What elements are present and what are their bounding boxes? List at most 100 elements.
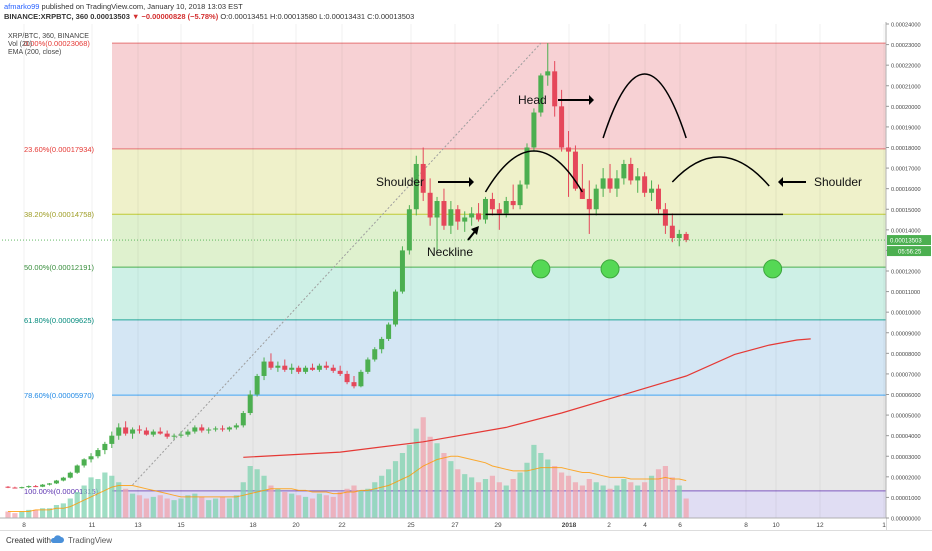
fib-level-label: 100.00%(0.00001315) — [24, 487, 99, 496]
volume-bar — [123, 488, 129, 518]
time-tick-label: 12 — [816, 522, 824, 529]
volume-bar — [53, 505, 60, 518]
fib-zone — [112, 267, 886, 320]
volume-bar — [171, 500, 177, 518]
volume-bar — [552, 466, 558, 518]
candle-body — [476, 213, 482, 220]
volume-bar — [600, 485, 606, 518]
candle-body — [489, 198, 495, 210]
candle-body — [448, 209, 454, 226]
volume-bar — [496, 482, 502, 518]
volume-bar — [386, 469, 392, 518]
volume-bar — [296, 495, 302, 518]
ema-line — [243, 338, 811, 458]
publish-line: afmarko99 published on TradingView.com, … — [4, 2, 243, 12]
volume-bar — [157, 495, 163, 518]
price-tick-label: 0.00010000 — [891, 311, 921, 317]
candle-body — [510, 201, 516, 206]
candle-body — [123, 427, 129, 434]
countdown-tag — [887, 246, 931, 257]
candle-body — [503, 201, 509, 214]
volume-bar — [330, 496, 336, 518]
volume-bar — [669, 477, 675, 518]
candle-body — [337, 370, 343, 374]
last-price-tag — [887, 235, 931, 246]
price-tick-label: 0.00002000 — [891, 475, 921, 481]
candle-body — [296, 367, 302, 372]
candle-body — [233, 425, 239, 428]
price-tick-label: 0.00000000 — [891, 517, 921, 523]
candle-body — [116, 427, 122, 436]
volume-bar — [628, 482, 634, 518]
fib-zone — [112, 319, 886, 396]
candle-body — [81, 459, 87, 466]
volume-bar — [531, 444, 537, 518]
volume-bar — [5, 511, 11, 518]
volume-bar — [372, 482, 378, 518]
volume-bar — [164, 498, 170, 518]
volume-bar — [572, 482, 579, 518]
time-tick-label: 10 — [772, 522, 780, 529]
neckline-label: Neckline — [427, 245, 473, 259]
candle-body — [206, 429, 212, 431]
time-axis-bg — [0, 518, 886, 530]
time-tick-label: 8 — [744, 522, 748, 529]
time-tick-label: 20 — [292, 522, 300, 529]
volume-bar — [607, 488, 613, 518]
price-tick-label: 0.00012000 — [891, 270, 921, 276]
volume-bar — [358, 490, 364, 518]
candle-body — [434, 201, 440, 218]
legend-ema: EMA (200, close) — [8, 49, 61, 56]
candle-body — [261, 361, 267, 376]
volume-bar — [482, 479, 489, 518]
author-link[interactable]: afmarko99 — [4, 2, 40, 11]
time-tick-label: 4 — [643, 522, 647, 529]
candle-body — [365, 359, 371, 372]
volume-bar — [323, 495, 329, 518]
volume-bar — [510, 479, 516, 518]
legend-volume: Vol (20) — [8, 41, 32, 48]
time-tick-label: 25 — [407, 522, 415, 529]
volume-bar — [185, 495, 191, 518]
volume-bar — [33, 509, 39, 518]
symbol-info: BINANCE:XRPBTC, 360 0.00013503 — [4, 12, 130, 21]
volume-bar — [12, 513, 18, 518]
price-tick-label: 0.00017000 — [891, 167, 921, 173]
candle-body — [213, 428, 219, 430]
candle-body — [88, 456, 94, 460]
volume-ma-line — [8, 455, 687, 512]
price-tick-label: 0.00009000 — [891, 331, 921, 337]
price-tick-label: 0.00011000 — [891, 290, 920, 296]
candle-body — [5, 486, 11, 488]
price-axis-bg — [886, 22, 932, 530]
fib-level-label: 23.60%(0.00017934) — [24, 145, 95, 154]
candle-body — [669, 225, 675, 239]
candle-body — [469, 213, 475, 218]
candle-body — [143, 430, 149, 435]
candle-body — [406, 209, 412, 251]
candle-body — [635, 176, 641, 181]
candle-body — [538, 75, 544, 113]
volume-bar — [621, 479, 627, 518]
price-chart[interactable]: 0.00%(0.00023068) 23.60%(0.00017934) 38.20… — [0, 0, 932, 530]
time-tick-label: 2018 — [562, 522, 577, 529]
candle-body — [330, 367, 336, 371]
volume-bar — [206, 500, 212, 518]
price-tick-label: 0.00022000 — [891, 64, 921, 70]
volume-bar — [60, 503, 66, 518]
head-arc — [602, 73, 687, 139]
candle-body — [572, 151, 578, 189]
volume-bar — [427, 436, 433, 518]
candle-body — [655, 188, 661, 210]
created-with-text: Created with — [6, 536, 51, 545]
volume-bar — [503, 485, 509, 518]
right-shoulder-arrow-tip — [778, 177, 783, 187]
volume-bar — [676, 485, 682, 518]
support-marker — [763, 259, 783, 279]
candle-body — [74, 465, 80, 473]
fib-level-label: 50.00%(0.00012191) — [24, 263, 95, 272]
price-tick-label: 0.00018000 — [891, 146, 921, 152]
tradingview-brand[interactable]: TradingView — [68, 536, 113, 545]
candle-body — [517, 184, 523, 206]
candle-body — [662, 209, 668, 226]
